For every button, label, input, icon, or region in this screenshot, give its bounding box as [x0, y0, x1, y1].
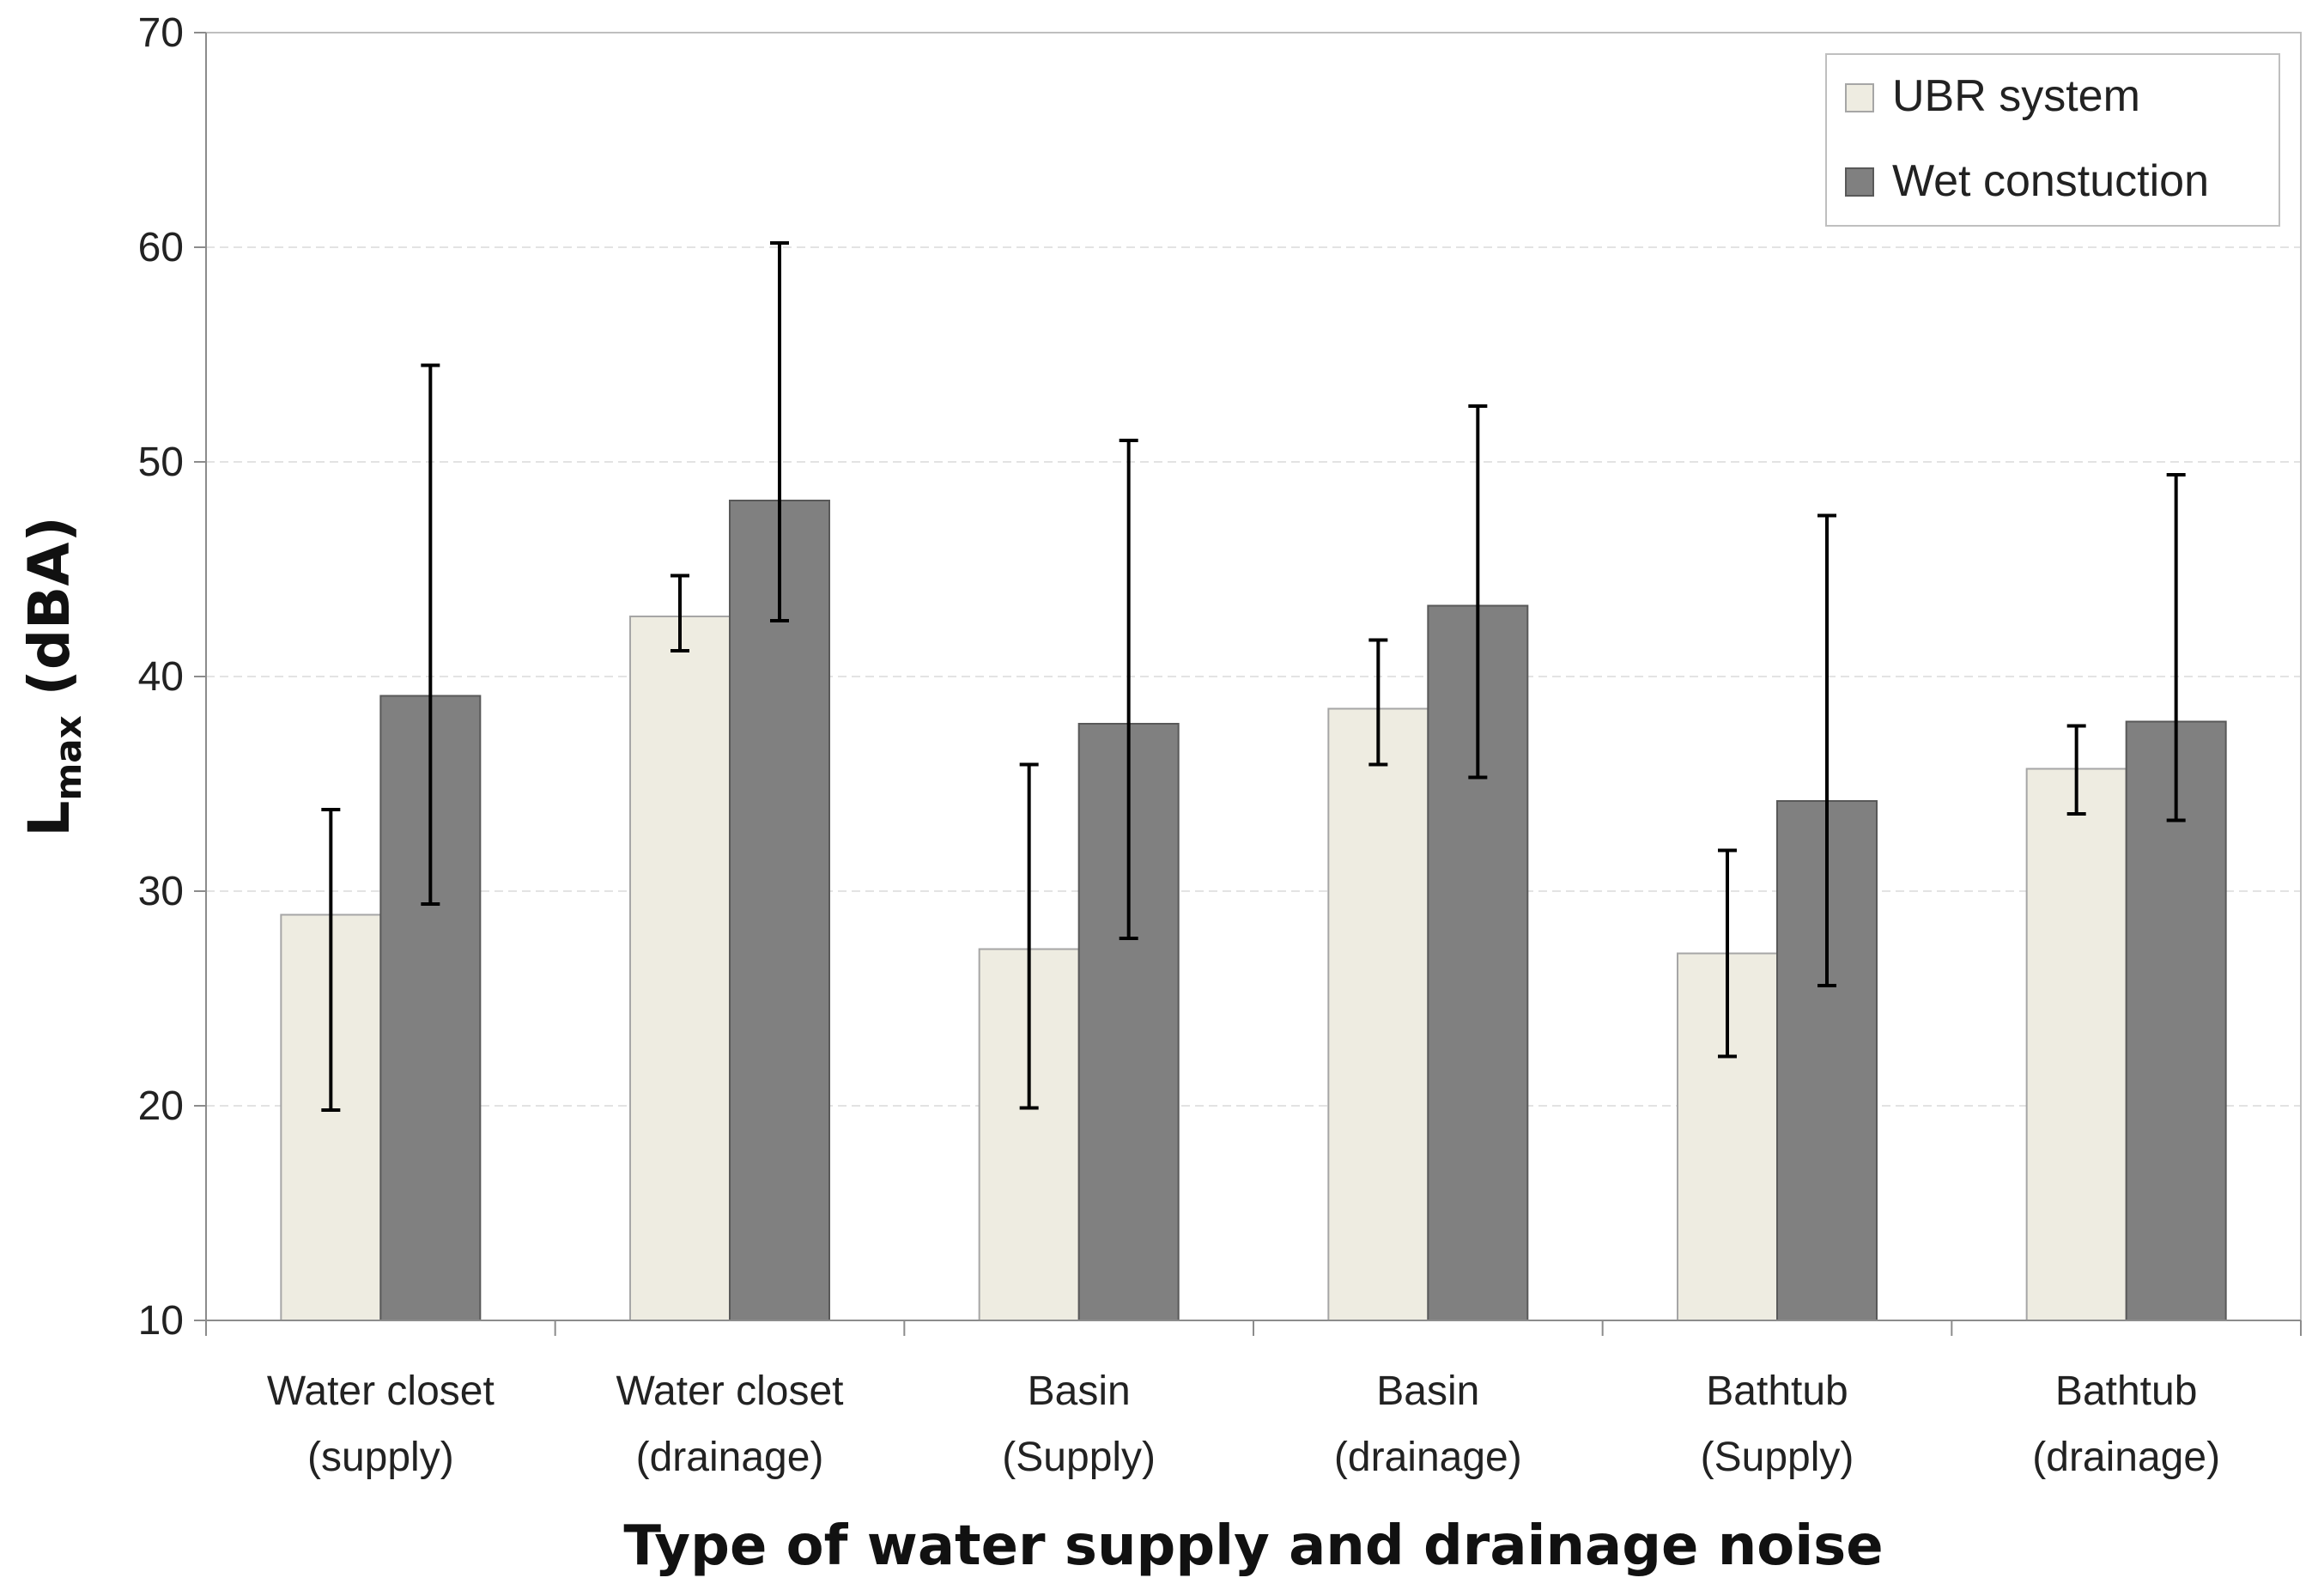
error-bars-group: [321, 241, 2186, 1112]
bar-wet-construction: [729, 500, 830, 1321]
y-axis-title-subscript: max: [47, 715, 89, 800]
x-tick-labels: Water closet (supply) Water closet (drainag…: [267, 1368, 2220, 1480]
bar-ubr-system: [629, 616, 731, 1321]
y-tick-label: 60: [138, 225, 184, 270]
x-tick-label: (supply): [307, 1435, 454, 1480]
y-tick-label: 10: [138, 1298, 184, 1344]
x-tick-label: (Supply): [1701, 1435, 1854, 1480]
y-axis-title: Lmax (dBA): [16, 516, 89, 836]
legend-swatch-wet-construction: [1845, 167, 1874, 197]
x-tick-label: Basin: [1376, 1368, 1479, 1414]
x-tick-label: Water closet: [616, 1368, 844, 1414]
x-tick-label: Water closet: [267, 1368, 495, 1414]
y-tick-label: 30: [138, 869, 184, 914]
bars-group: [280, 500, 2227, 1321]
y-tick-label: 50: [138, 440, 184, 485]
y-tick-labels: 10 20 30 40 50 60 70: [138, 10, 184, 1344]
x-tick-label: (Supply): [1002, 1435, 1156, 1480]
x-tick-label: Bathtub: [2055, 1368, 2197, 1414]
y-axis-title-main: L: [16, 801, 82, 837]
x-tick-label: (drainage): [1334, 1435, 1522, 1480]
bar-ubr-system: [1327, 707, 1429, 1321]
legend-label-wet-construction: Wet constuction: [1892, 156, 2209, 206]
x-tick-label: Basin: [1028, 1368, 1131, 1414]
x-axis-title: Type of water supply and drainage noise: [623, 1514, 1883, 1578]
y-tick-label: 20: [138, 1083, 184, 1129]
x-tick-label: (drainage): [636, 1435, 824, 1480]
legend: UBR system Wet constuction: [1825, 53, 2280, 227]
y-tick-label: 40: [138, 654, 184, 700]
gridlines: [206, 246, 2301, 1107]
x-tick-label: Bathtub: [1706, 1368, 1848, 1414]
y-tick-label: 70: [138, 10, 184, 56]
y-axis-title-unit: (dBA): [16, 516, 82, 715]
legend-box: [1825, 53, 2280, 227]
x-tick-label: (drainage): [2032, 1435, 2220, 1480]
axes-group: [194, 32, 2302, 1336]
bar-ubr-system: [2025, 768, 2127, 1321]
legend-swatch-ubr-system: [1845, 83, 1874, 112]
legend-label-ubr-system: UBR system: [1892, 71, 2140, 121]
